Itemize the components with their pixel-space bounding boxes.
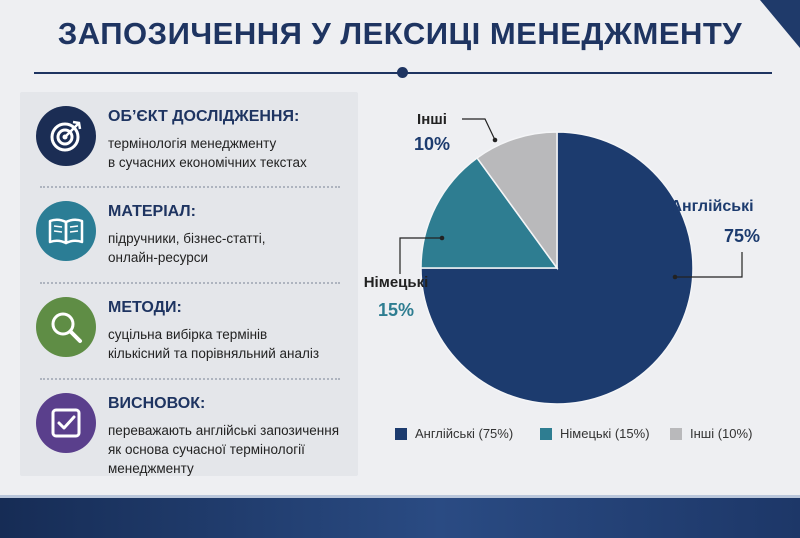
info-line: термінологія менеджменту — [108, 136, 277, 151]
corner-accent — [760, 0, 800, 48]
magnifier-icon — [36, 297, 96, 357]
book-icon — [36, 201, 96, 261]
info-text: термінологія менеджменту в сучасних екон… — [108, 134, 358, 172]
info-block-conclusion: ВИСНОВОК: переважають англійські запозич… — [36, 393, 356, 483]
leader-line-english — [675, 252, 743, 278]
info-line: підручники, бізнес-статті, — [108, 231, 266, 246]
info-text: підручники, бізнес-статті, онлайн-ресурс… — [108, 229, 358, 267]
leader-dot-german — [439, 235, 445, 241]
pie-slice-1 — [420, 156, 559, 269]
checkbox-icon — [36, 393, 96, 453]
info-block-object: ОБ’ЄКТ ДОСЛІДЖЕННЯ: термінологія менеджм… — [36, 106, 356, 196]
page-title: ЗАПОЗИЧЕННЯ У ЛЕКСИЦІ МЕНЕДЖМЕНТУ — [57, 16, 743, 51]
footer-band — [0, 495, 800, 538]
info-heading: МАТЕРІАЛ: — [108, 203, 196, 220]
slice-label: Німецькі — [364, 274, 429, 291]
legend-swatch — [670, 427, 682, 440]
leader-line-german — [399, 237, 442, 274]
slice-label: Англійські — [670, 198, 753, 215]
pie-slice-2 — [476, 131, 558, 271]
slice-value-label: 15% — [378, 300, 414, 320]
info-line: суцільна вибірка термінів — [108, 327, 268, 342]
info-block-methods: МЕТОДИ: суцільна вибірка термінів кількі… — [36, 297, 356, 387]
separator — [40, 186, 340, 188]
legend-label: Англійські (75%) — [415, 426, 514, 441]
legend-item-other: Інші (10%) — [670, 426, 752, 441]
info-block-material: МАТЕРІАЛ: підручники, бізнес-статті, онл… — [36, 201, 356, 291]
info-heading: МЕТОДИ: — [108, 299, 182, 316]
info-text: переважають англійські запозичення як ос… — [108, 421, 358, 478]
slice-value-label: 75% — [724, 226, 760, 246]
info-line: переважають англійські запозичення — [108, 423, 340, 438]
leader-dot-other — [492, 137, 498, 143]
leader-dot-english — [672, 274, 678, 280]
info-heading: ОБ’ЄКТ ДОСЛІДЖЕННЯ: — [108, 108, 300, 125]
legend-item-english: Англійські (75%) — [395, 426, 513, 441]
info-line: в сучасних економічних текстах — [108, 155, 307, 170]
title-divider-dot — [397, 67, 408, 78]
legend-label: Інші (10%) — [690, 426, 753, 441]
separator — [40, 282, 340, 284]
separator — [40, 378, 340, 380]
info-text: суцільна вибірка термінів кількісний та … — [108, 325, 358, 363]
info-line: як основа сучасної термінології — [108, 442, 305, 457]
info-line: менеджменту — [108, 461, 194, 476]
info-heading: ВИСНОВОК: — [108, 395, 206, 412]
info-line: онлайн-ресурси — [108, 250, 209, 265]
legend-item-german: Німецькі (15%) — [540, 426, 650, 441]
legend-label: Німецькі (15%) — [560, 426, 650, 441]
slice-value-label: 10% — [414, 134, 450, 154]
slice-label: Інші — [417, 111, 447, 128]
pie-chart: Англійські 75% Німецькі 15% Інші 10% — [364, 111, 760, 405]
leader-line-other — [462, 118, 496, 141]
info-line: кількісний та порівняльний аналіз — [108, 346, 320, 361]
target-icon — [36, 106, 96, 166]
legend-swatch — [540, 427, 552, 440]
legend-swatch — [395, 427, 407, 440]
